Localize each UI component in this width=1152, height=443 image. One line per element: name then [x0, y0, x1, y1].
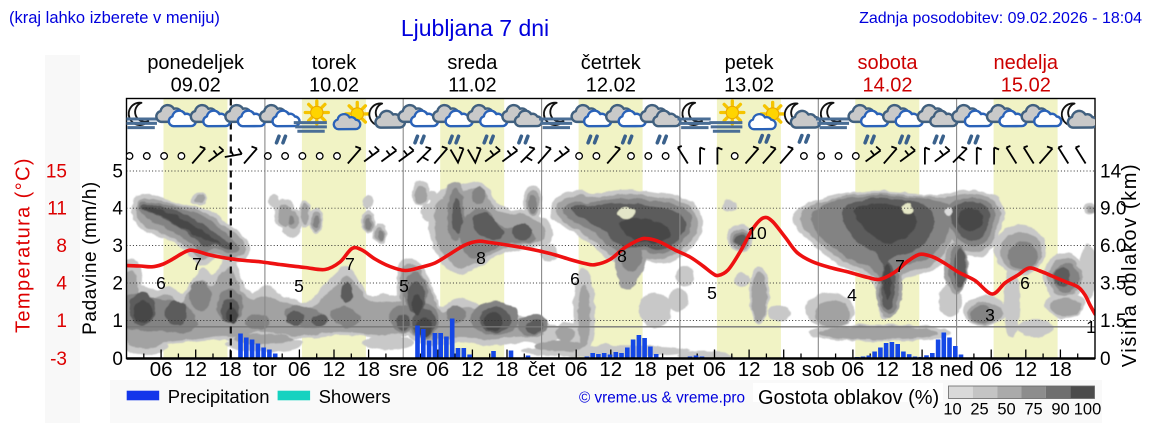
- svg-text:5: 5: [112, 162, 123, 183]
- svg-text:tor: tor: [253, 358, 277, 381]
- svg-text:06: 06: [288, 358, 311, 381]
- svg-text:5: 5: [294, 276, 304, 296]
- svg-text:12: 12: [184, 358, 207, 381]
- svg-text:75: 75: [1024, 401, 1042, 419]
- svg-text:14.02: 14.02: [862, 75, 912, 97]
- svg-text:Gostota oblakov (%): Gostota oblakov (%): [758, 387, 939, 409]
- svg-text:4: 4: [56, 274, 67, 295]
- svg-text:četrtek: četrtek: [581, 52, 642, 74]
- svg-text:13.02: 13.02: [724, 75, 774, 97]
- svg-text:3.5: 3.5: [1100, 274, 1126, 295]
- svg-text:Višina oblakov (km): Višina oblakov (km): [1119, 163, 1141, 368]
- svg-text:06: 06: [150, 358, 173, 381]
- svg-text:2: 2: [112, 274, 123, 295]
- svg-text:4: 4: [112, 199, 123, 220]
- svg-text:7: 7: [895, 256, 905, 276]
- svg-text:7: 7: [192, 254, 202, 274]
- svg-text:Zadnja posodobitev: 09.02.2026: Zadnja posodobitev: 09.02.2026 - 18:04: [859, 10, 1142, 27]
- svg-text:12: 12: [461, 358, 484, 381]
- svg-text:12: 12: [876, 358, 899, 381]
- svg-text:sreda: sreda: [447, 52, 498, 74]
- svg-text:6: 6: [156, 273, 166, 293]
- svg-text:10: 10: [747, 223, 767, 243]
- svg-text:18: 18: [911, 358, 934, 381]
- svg-text:6: 6: [570, 269, 580, 289]
- svg-text:15.02: 15.02: [1001, 75, 1051, 97]
- svg-text:14: 14: [1100, 162, 1122, 183]
- svg-text:9.0: 9.0: [1100, 199, 1126, 220]
- svg-text:(kraj lahko izberete v meniju): (kraj lahko izberete v meniju): [9, 9, 220, 27]
- svg-text:06: 06: [426, 358, 449, 381]
- svg-text:0: 0: [112, 349, 123, 370]
- svg-text:ned: ned: [939, 358, 973, 381]
- svg-text:100: 100: [1074, 401, 1102, 419]
- svg-text:06: 06: [841, 358, 864, 381]
- svg-text:12: 12: [599, 358, 622, 381]
- svg-text:11: 11: [47, 199, 67, 220]
- svg-text:18: 18: [1049, 358, 1072, 381]
- svg-text:4: 4: [847, 285, 857, 305]
- svg-text:0: 0: [1100, 349, 1111, 370]
- svg-text:10: 10: [943, 401, 961, 419]
- svg-text:12: 12: [1014, 358, 1037, 381]
- svg-text:12: 12: [738, 358, 761, 381]
- svg-text:sobota: sobota: [857, 52, 918, 74]
- svg-text:5: 5: [707, 283, 717, 303]
- svg-text:8: 8: [476, 248, 486, 268]
- svg-text:90: 90: [1051, 401, 1069, 419]
- svg-text:12: 12: [323, 358, 346, 381]
- svg-text:1: 1: [112, 311, 123, 332]
- svg-text:-3: -3: [50, 349, 67, 370]
- svg-text:5: 5: [399, 276, 409, 296]
- svg-text:petek: petek: [725, 52, 775, 74]
- svg-text:06: 06: [565, 358, 588, 381]
- svg-text:6.0: 6.0: [1100, 236, 1126, 257]
- svg-text:18: 18: [634, 358, 657, 381]
- svg-text:3: 3: [985, 305, 995, 325]
- svg-text:3: 3: [112, 236, 123, 257]
- svg-text:50: 50: [997, 401, 1015, 419]
- svg-text:Ljubljana 7 dni: Ljubljana 7 dni: [401, 15, 549, 41]
- svg-text:Precipitation: Precipitation: [168, 386, 270, 407]
- svg-text:pet: pet: [666, 358, 695, 381]
- svg-text:18: 18: [357, 358, 380, 381]
- svg-text:10.02: 10.02: [309, 75, 359, 97]
- svg-text:čet: čet: [528, 358, 556, 381]
- svg-text:1.5: 1.5: [1100, 311, 1126, 332]
- svg-text:sre: sre: [389, 358, 417, 381]
- svg-text:6: 6: [1020, 273, 1030, 293]
- svg-text:© vreme.us & vreme.pro: © vreme.us & vreme.pro: [579, 390, 745, 407]
- svg-text:18: 18: [219, 358, 242, 381]
- svg-text:7: 7: [345, 254, 355, 274]
- svg-text:15: 15: [46, 162, 67, 183]
- svg-text:sob: sob: [802, 358, 835, 381]
- svg-text:nedelja: nedelja: [994, 52, 1059, 74]
- svg-text:torek: torek: [312, 52, 357, 74]
- svg-text:06: 06: [980, 358, 1003, 381]
- svg-text:1: 1: [1086, 317, 1096, 337]
- svg-text:8: 8: [617, 246, 627, 266]
- svg-text:18: 18: [496, 358, 519, 381]
- svg-text:09.02: 09.02: [171, 75, 221, 97]
- svg-text:11.02: 11.02: [448, 75, 497, 97]
- svg-text:Showers: Showers: [319, 386, 391, 407]
- svg-text:8: 8: [56, 236, 67, 257]
- svg-text:25: 25: [970, 401, 988, 419]
- svg-text:Temperatura (°C): Temperatura (°C): [13, 157, 35, 333]
- svg-text:06: 06: [703, 358, 726, 381]
- svg-text:18: 18: [772, 358, 795, 381]
- svg-text:Padavine (mm/h): Padavine (mm/h): [80, 181, 101, 335]
- svg-text:12.02: 12.02: [586, 75, 636, 97]
- svg-text:ponedeljek: ponedeljek: [147, 52, 245, 74]
- svg-text:1: 1: [56, 311, 67, 332]
